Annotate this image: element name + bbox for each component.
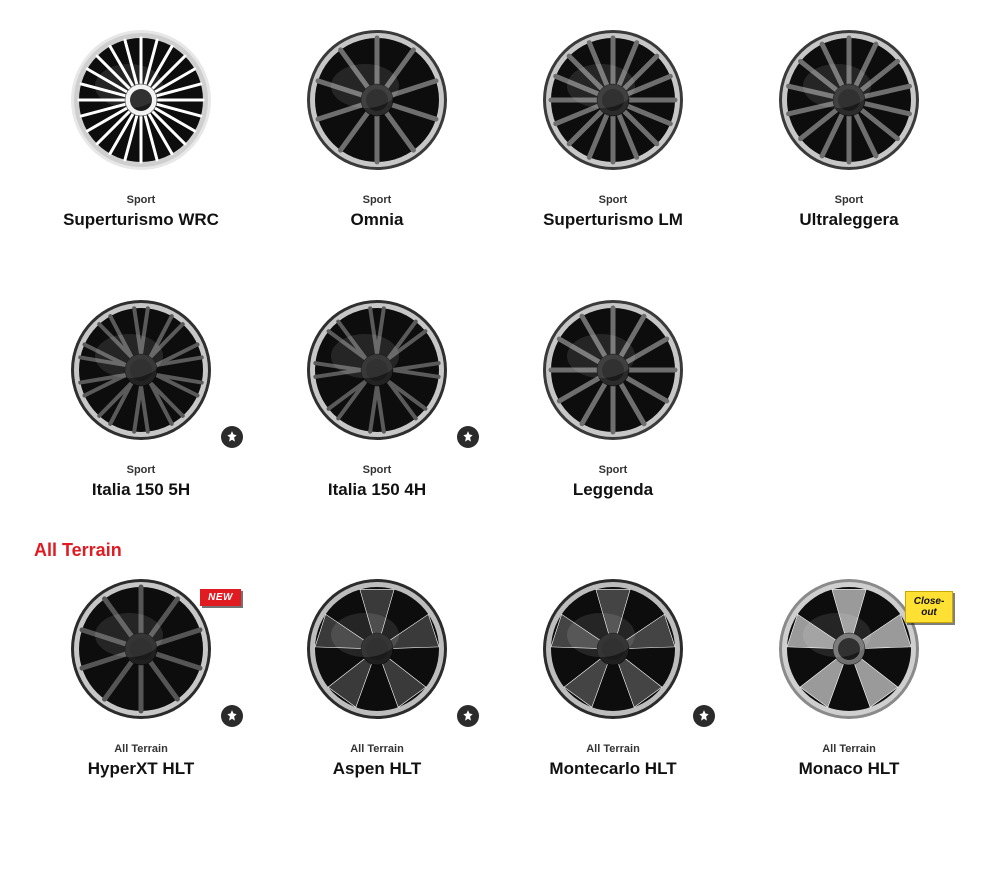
product-card[interactable]: Sport Ultraleggera <box>738 20 960 230</box>
wheel-image <box>533 569 693 729</box>
product-category: Sport <box>835 194 864 206</box>
product-card[interactable]: All Terrain Aspen HLT <box>266 569 488 779</box>
product-card[interactable]: Sport Italia 150 4H <box>266 290 488 500</box>
product-category: Sport <box>599 464 628 476</box>
product-name: Superturismo WRC <box>63 210 219 230</box>
product-name: Superturismo LM <box>543 210 683 230</box>
product-name: Italia 150 5H <box>92 480 190 500</box>
product-category: All Terrain <box>822 743 876 755</box>
star-badge-icon <box>221 705 243 727</box>
star-badge-icon <box>221 426 243 448</box>
product-name: Monaco HLT <box>799 759 900 779</box>
product-card[interactable]: Sport Italia 150 5H <box>30 290 252 500</box>
product-card[interactable]: Sport Leggenda <box>502 290 724 500</box>
product-category: Sport <box>127 464 156 476</box>
product-card[interactable]: Sport Superturismo WRC <box>30 20 252 230</box>
product-card[interactable]: All Terrain Montecarlo HLT <box>502 569 724 779</box>
wheel-image <box>61 290 221 450</box>
product-category: Sport <box>127 194 156 206</box>
product-catalog: SportSuperturismo WRC SportOmnia Spo <box>30 20 960 779</box>
product-card[interactable]: Sport Omnia <box>266 20 488 230</box>
product-grid: SportSuperturismo WRC SportOmnia Spo <box>30 20 960 500</box>
wheel-image <box>297 20 457 180</box>
wheel-image: NEW <box>61 569 221 729</box>
product-card[interactable]: Close-out All Terrain Monaco HLT <box>738 569 960 779</box>
product-category: All Terrain <box>114 743 168 755</box>
product-grid: NEW All Terrain HyperXT HLT All Terrain Asp… <box>30 569 960 779</box>
star-badge-icon <box>457 705 479 727</box>
wheel-image <box>769 20 929 180</box>
product-card[interactable]: Sport Superturismo LM <box>502 20 724 230</box>
product-name: Italia 150 4H <box>328 480 426 500</box>
wheel-image: Close-out <box>769 569 929 729</box>
wheel-image <box>533 290 693 450</box>
product-category: Sport <box>599 194 628 206</box>
product-name: Aspen HLT <box>333 759 421 779</box>
product-name: Omnia <box>351 210 404 230</box>
product-category: All Terrain <box>586 743 640 755</box>
wheel-image <box>61 20 221 180</box>
wheel-image <box>533 20 693 180</box>
wheel-image <box>297 290 457 450</box>
closeout-badge: Close-out <box>905 591 953 623</box>
wheel-image <box>297 569 457 729</box>
product-card[interactable]: NEW All Terrain HyperXT HLT <box>30 569 252 779</box>
product-name: HyperXT HLT <box>88 759 194 779</box>
product-category: Sport <box>363 464 392 476</box>
star-badge-icon <box>693 705 715 727</box>
product-name: Ultraleggera <box>799 210 898 230</box>
section-title: All Terrain <box>34 540 960 561</box>
product-category: All Terrain <box>350 743 404 755</box>
product-name: Montecarlo HLT <box>549 759 676 779</box>
new-badge: NEW <box>200 589 241 606</box>
star-badge-icon <box>457 426 479 448</box>
product-category: Sport <box>363 194 392 206</box>
product-name: Leggenda <box>573 480 653 500</box>
